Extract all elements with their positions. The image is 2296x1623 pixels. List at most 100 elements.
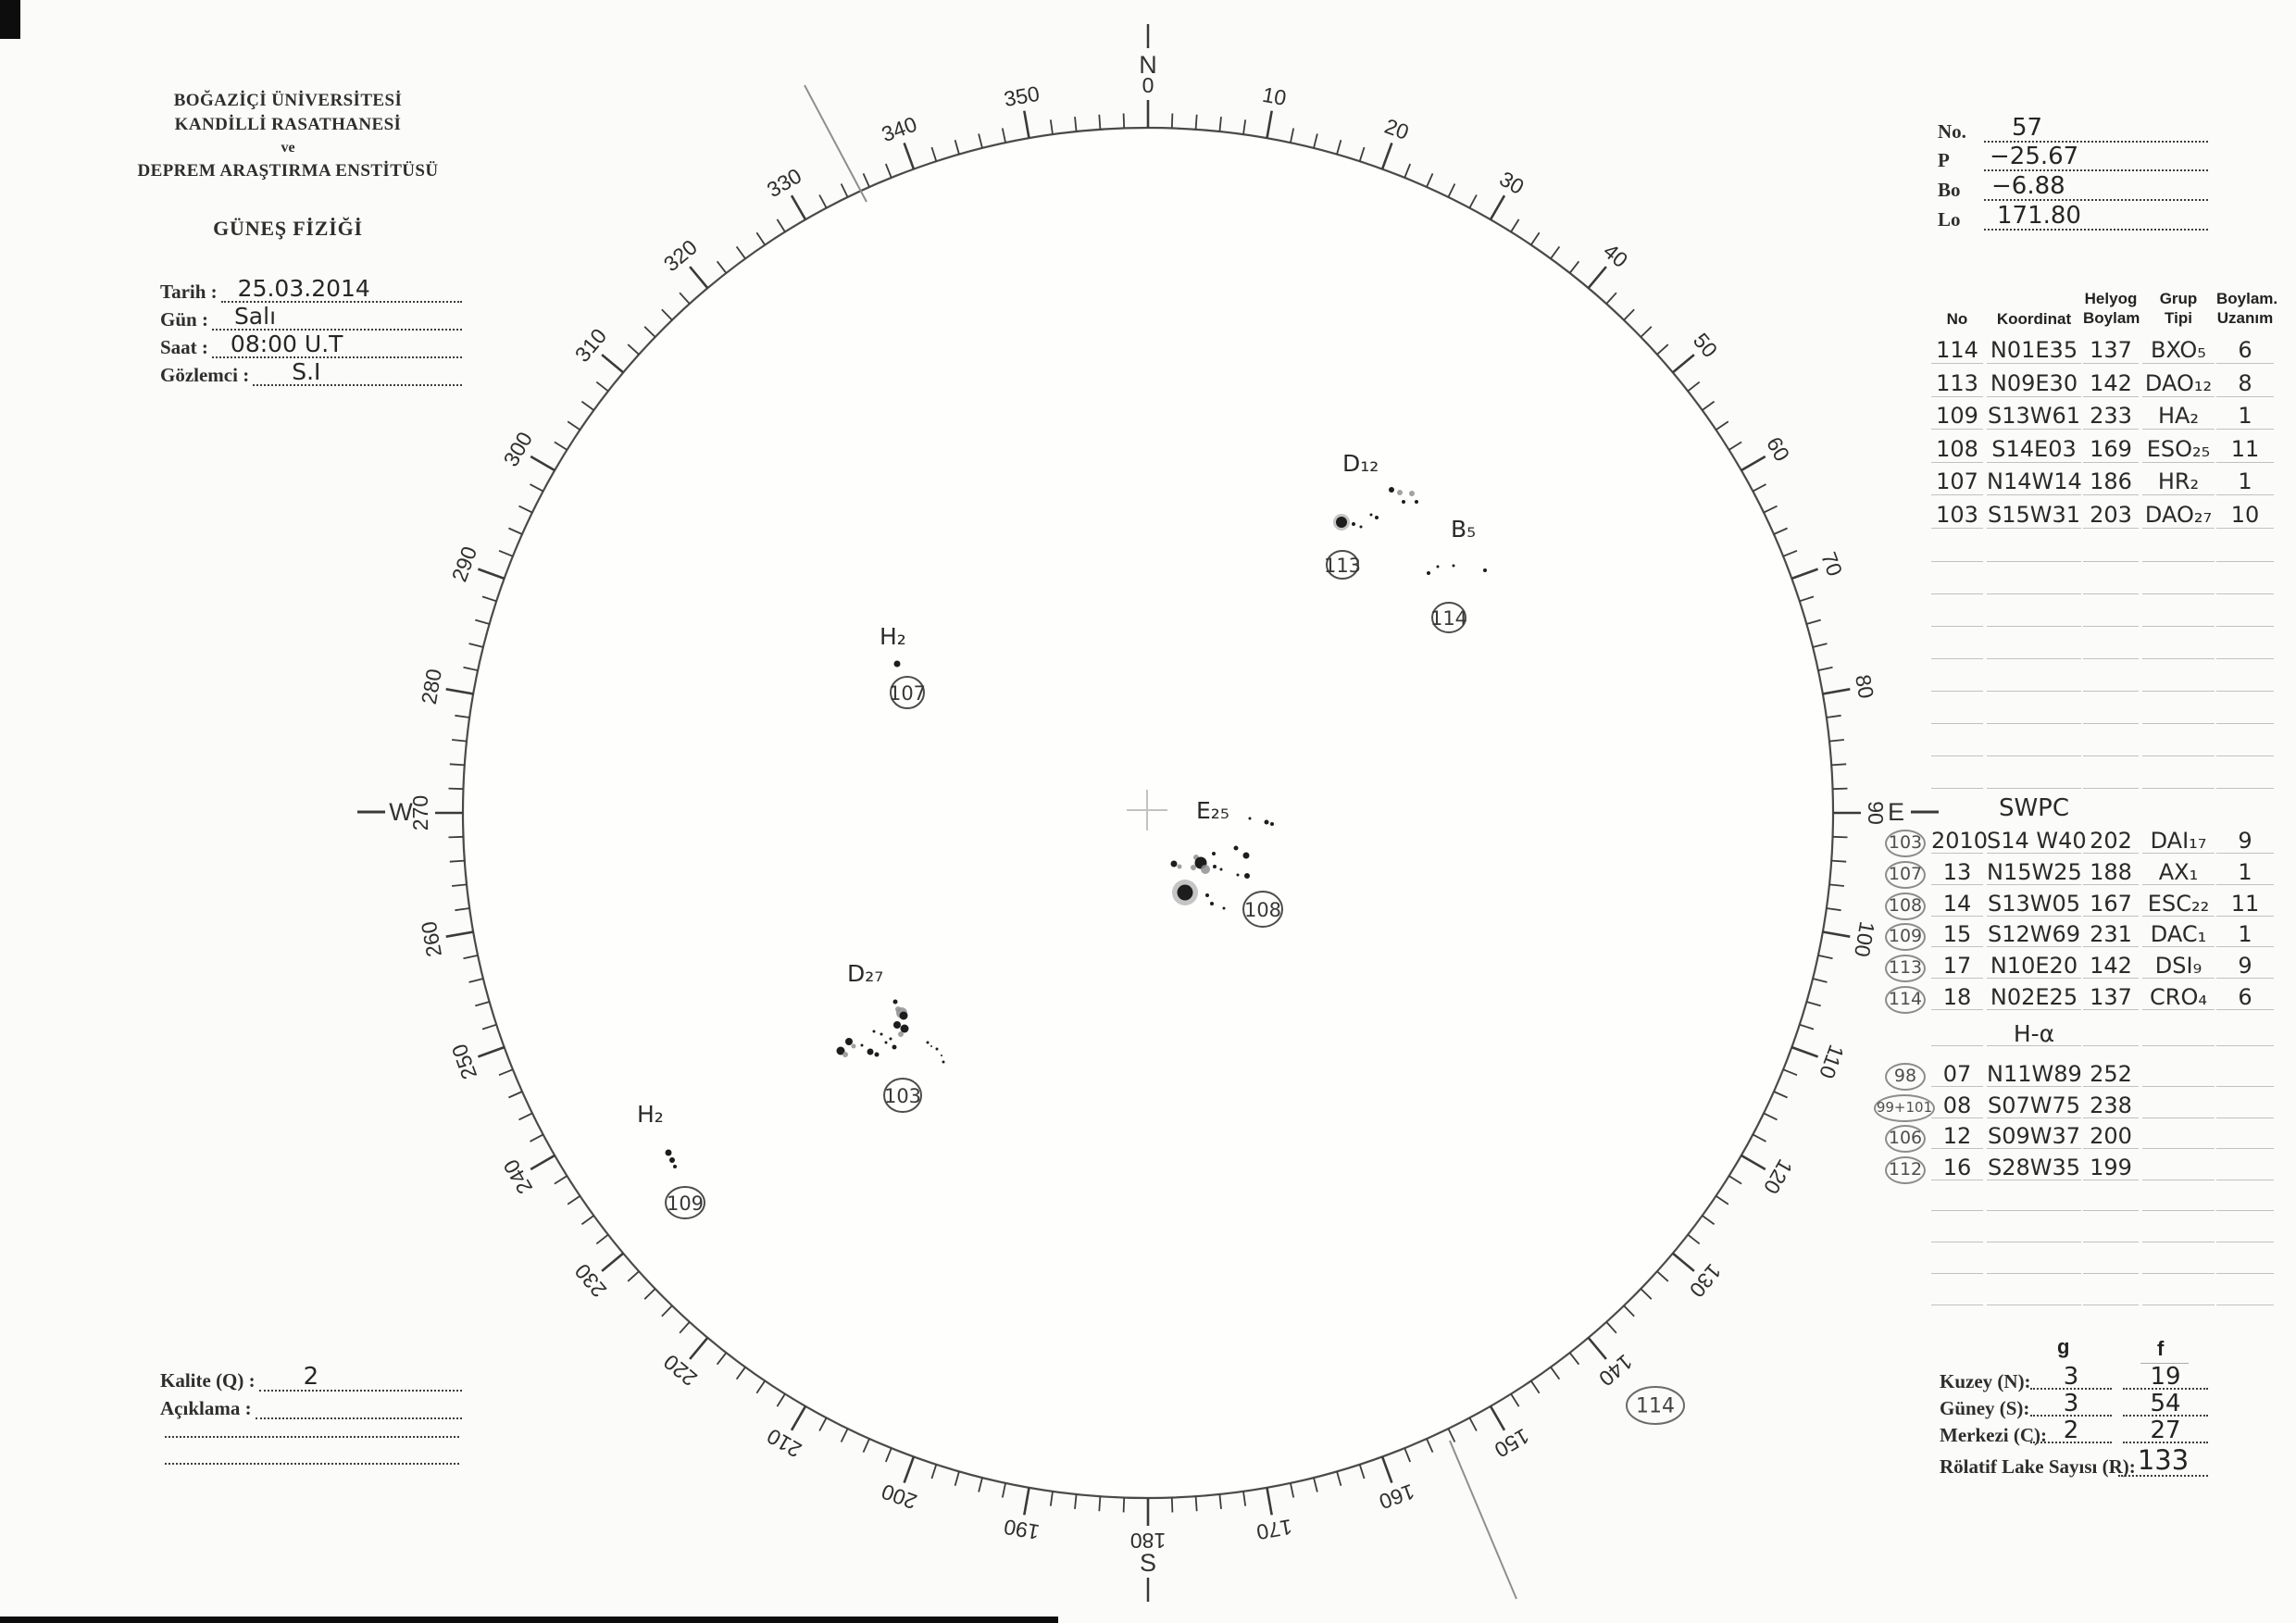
sunspot xyxy=(892,1044,897,1050)
group-number-circle-114 xyxy=(1431,602,1466,633)
sunspot xyxy=(1236,873,1240,877)
halpha-row-line xyxy=(1987,1117,2081,1118)
sunspot-group-107: H₂ 107 xyxy=(880,623,926,709)
group-table-cell-uzanim: 10 xyxy=(2230,502,2260,528)
aciklama-blank-line-2 xyxy=(165,1463,459,1465)
sunspot xyxy=(1201,865,1210,874)
group-table-cell-no: 103 xyxy=(1936,502,1978,528)
group-table-header-grup: Grup Tipi xyxy=(2159,290,2198,327)
degree-label-160: 160 xyxy=(1376,1479,1417,1515)
halpha-cell-helyog: 238 xyxy=(2090,1092,2132,1118)
sunspot xyxy=(1389,487,1394,493)
group-table-empty-line xyxy=(2083,788,2139,789)
summary-g-header: g xyxy=(2057,1335,2070,1358)
group-table-cell-tip: BXO₅ xyxy=(2151,337,2206,363)
field-kalite-label: Kalite (Q) : xyxy=(160,1369,256,1392)
sunspot xyxy=(836,1046,845,1055)
swpc-row-line xyxy=(2142,853,2215,854)
degree-label-140: 140 xyxy=(1594,1350,1637,1392)
degree-label-180: 180 xyxy=(1130,1529,1166,1553)
halpha-empty-line xyxy=(2083,1210,2139,1211)
degree-major-ticks xyxy=(435,100,1861,1526)
sunspot xyxy=(1233,845,1239,851)
sunspot-group-103: D₂₇ 103 xyxy=(836,960,945,1113)
halpha-row-line xyxy=(1987,1148,2081,1150)
field-tarih-value: 25.03.2014 xyxy=(237,275,370,302)
degree-label-300: 300 xyxy=(498,428,537,470)
summary-g-value: 3 xyxy=(2063,1390,2079,1417)
swpc-row-line xyxy=(1931,915,1983,917)
group-table-row-line xyxy=(1987,528,2081,529)
sunspot xyxy=(1483,568,1487,572)
swpc-cell-tip: DSI₉ xyxy=(2154,953,2202,980)
sunspot xyxy=(1177,884,1193,901)
sunspot xyxy=(880,1032,883,1036)
summary-f-value: 54 xyxy=(2150,1390,2181,1417)
sunspot xyxy=(1369,513,1373,517)
halpha-empty-line xyxy=(2216,1210,2274,1211)
group-table-header-uzanim: Boylam. Uzanım xyxy=(2216,290,2278,327)
swpc-circled-group-number: 113 xyxy=(1885,955,1926,983)
group-table-row-line xyxy=(2216,429,2274,431)
summary-row-label: Kuzey (N): xyxy=(1940,1370,2031,1392)
halpha-title-line xyxy=(1987,1045,2081,1046)
sunspot xyxy=(884,1041,888,1044)
group-table-empty-line xyxy=(2083,561,2139,562)
degree-label-70: 70 xyxy=(1816,549,1847,580)
group-table-empty-line xyxy=(1931,723,1983,724)
sunspot xyxy=(930,1045,932,1047)
group-table-empty-line xyxy=(2216,755,2274,756)
halpha-cell-helyog: 200 xyxy=(2090,1123,2132,1150)
halpha-circled-group-number: 106 xyxy=(1885,1125,1926,1154)
group-type-label-108: E₂₅ xyxy=(1196,797,1229,824)
halpha-empty-line xyxy=(1931,1273,1983,1274)
summary-g-value: 2 xyxy=(2063,1417,2079,1444)
group-table-header-koordinat: Koordinat xyxy=(1996,310,2072,328)
sunspot xyxy=(1436,565,1440,568)
group-number-109: 109 xyxy=(667,1192,704,1215)
sunspot xyxy=(1409,491,1415,496)
group-table-empty-line xyxy=(1987,626,2081,627)
group-table-empty-line xyxy=(2083,626,2139,627)
swpc-cell-koordinat: N10E20 xyxy=(1990,953,2078,980)
group-table-row-line xyxy=(1931,461,1983,463)
sunspot xyxy=(1336,517,1347,528)
group-table-row-line xyxy=(2216,363,2274,364)
halpha-title-line xyxy=(2216,1045,2274,1046)
swpc-row-line xyxy=(2216,946,2274,948)
sunspot xyxy=(1264,819,1269,825)
degree-label-270: 270 xyxy=(408,795,432,830)
swpc-row-line xyxy=(1931,946,1983,948)
swpc-row-line xyxy=(1987,946,2081,948)
swpc-cell-no: 15 xyxy=(1942,921,1972,948)
halpha-empty-line xyxy=(1987,1273,2081,1274)
summary-f-underline xyxy=(2140,1363,2189,1364)
degree-minor-ticks xyxy=(448,113,1848,1513)
summary-f-header: f xyxy=(2157,1337,2165,1360)
group-table-cell-tip: ESO₂₅ xyxy=(2146,435,2211,462)
swpc-cell-no: 13 xyxy=(1942,858,1972,885)
sunspot xyxy=(1222,906,1226,910)
group-table-empty-line xyxy=(2142,788,2215,789)
group-table-row-line xyxy=(2083,461,2139,463)
group-table-empty-line xyxy=(2216,691,2274,692)
halpha-cell-no: 08 xyxy=(1942,1092,1972,1118)
group-number-circle-109 xyxy=(665,1186,705,1219)
sunspot xyxy=(1205,893,1209,897)
aciklama-blank-line-1 xyxy=(165,1436,459,1438)
group-table-empty-line xyxy=(2083,691,2139,692)
sunspot xyxy=(898,1031,904,1037)
group-table-row-line xyxy=(2083,528,2139,529)
halpha-title-line xyxy=(2083,1045,2139,1046)
swpc-cell-koordinat: N02E25 xyxy=(1990,984,2078,1010)
swpc-row-line xyxy=(2083,883,2139,885)
param-bo-value: −6.88 xyxy=(1991,172,2065,200)
degree-label-30: 30 xyxy=(1495,167,1528,199)
sunspot xyxy=(1427,571,1430,575)
param-lo-line: 171.80 xyxy=(1984,202,2208,231)
group-table-header-no: No xyxy=(1946,310,1968,328)
field-tarih: Tarih : 25.03.2014 xyxy=(160,275,462,303)
swpc-row-line xyxy=(2083,853,2139,854)
param-bo-line: −6.88 xyxy=(1984,172,2208,201)
group-table-row-line xyxy=(2142,363,2215,364)
